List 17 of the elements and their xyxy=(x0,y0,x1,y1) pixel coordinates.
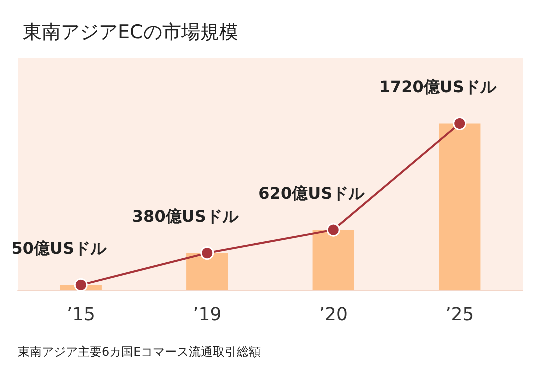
point xyxy=(200,246,214,260)
data-label: 380億USドル xyxy=(132,207,240,226)
chart-title: 東南アジアECの市場規模 xyxy=(23,22,238,44)
data-label: 1720億USドル xyxy=(379,77,498,96)
text: 東南アジア主要6カ国Eコマース流通取引総額 xyxy=(18,345,262,359)
bar xyxy=(186,253,228,290)
x-tick-label: ’20 xyxy=(319,304,348,326)
data-label: 50億USドル xyxy=(12,238,108,258)
x-tick-label: ’15 xyxy=(66,304,96,326)
x-tick-label: ’19 xyxy=(193,304,222,326)
data-label: 620億USドル xyxy=(258,184,366,203)
point xyxy=(453,116,467,130)
x-tick-label: ’25 xyxy=(446,304,474,326)
point xyxy=(74,278,88,292)
bar xyxy=(312,230,354,290)
bar xyxy=(439,124,481,290)
point xyxy=(326,223,340,237)
